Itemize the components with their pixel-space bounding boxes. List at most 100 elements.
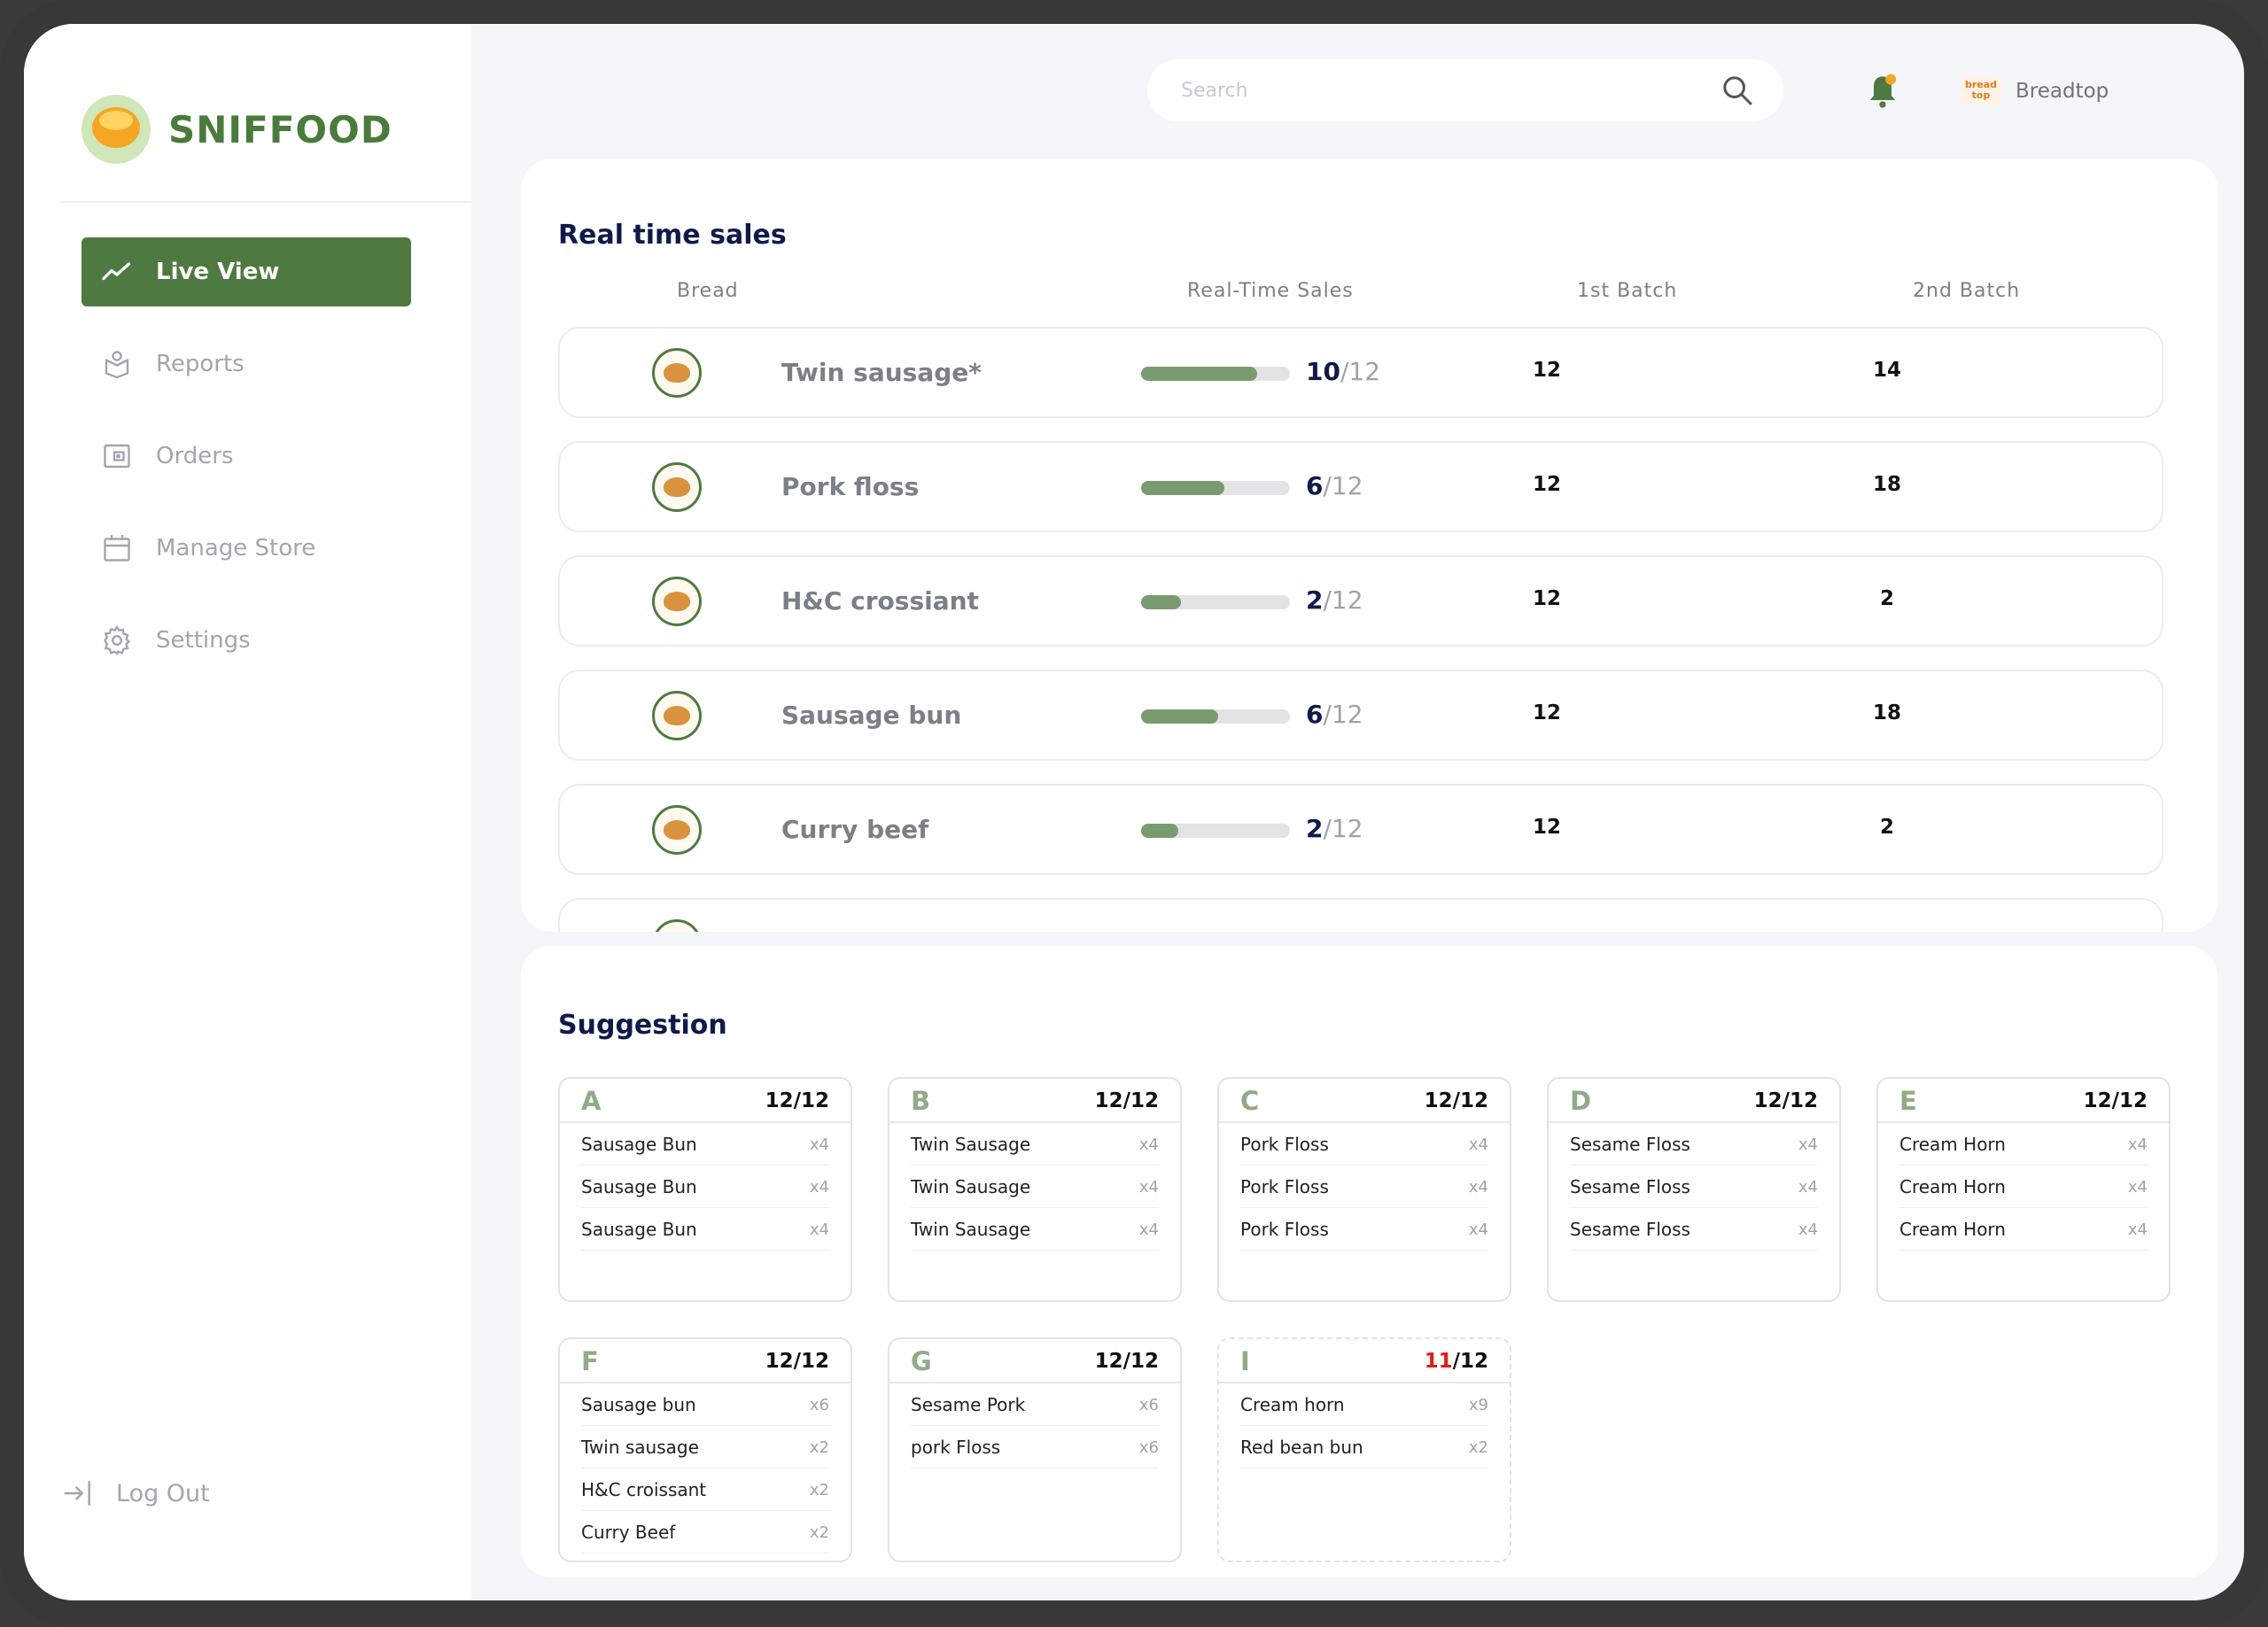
batch2-value: 18 — [1872, 473, 1901, 496]
column-header-bread: Bread — [677, 280, 739, 302]
count-den: /12 — [2111, 1089, 2148, 1112]
batch2-value: 2 — [1879, 587, 1894, 610]
suggestion-box-letter: D — [1570, 1086, 1592, 1116]
table-row[interactable]: Pork floss 6/12 12 18 — [558, 441, 2163, 532]
item-qty: x4 — [809, 1135, 829, 1154]
sales-sold: 10 — [1306, 357, 1340, 386]
item-name: Sausage Bun — [581, 1134, 697, 1155]
suggestion-box[interactable]: G 12/12 Sesame Pork x6 pork Floss x6 — [888, 1337, 1182, 1562]
item-qty: x4 — [1798, 1220, 1818, 1239]
table-row[interactable]: H&C crossiant 2/12 12 2 — [558, 555, 2163, 647]
search-input[interactable] — [1179, 78, 1705, 103]
suggestion-box-letter: F — [581, 1346, 599, 1376]
suggestion-box[interactable]: F 12/12 Sausage bun x6 Twin sausage x2 H&C… — [558, 1337, 852, 1562]
suggestion-box-letter: C — [1240, 1086, 1260, 1116]
sidebar-item-label: Reports — [156, 351, 245, 377]
sidebar-item-orders[interactable]: Orders — [82, 422, 411, 491]
suggestion-box[interactable]: A 12/12 Sausage Bun x4 Sausage Bun x4 Saus… — [558, 1077, 852, 1302]
list-item: Twin Sausage x4 — [911, 1123, 1159, 1166]
realtime-sales-card: Real time sales Bread Real-Time Sales 1s… — [521, 159, 2218, 932]
list-item: Red bean bun x2 — [1240, 1426, 1488, 1468]
store-profile[interactable]: bread top Breadtop — [1961, 77, 2109, 105]
suggestion-box-header: G 12/12 — [889, 1339, 1180, 1383]
count-num: 12 — [2083, 1089, 2112, 1112]
suggestion-card: Suggestion A 12/12 Sausage Bun x4 Sausage… — [521, 946, 2218, 1577]
item-name: Sausage bun — [581, 1394, 696, 1415]
logo[interactable]: SNIFFOOD — [82, 95, 392, 164]
count-num: 11 — [1424, 1350, 1453, 1373]
search-bar[interactable] — [1147, 59, 1783, 121]
suggestion-box[interactable]: E 12/12 Cream Horn x4 Cream Horn x4 Cream … — [1876, 1077, 2171, 1302]
list-item: Sausage Bun x4 — [581, 1123, 829, 1166]
suggestion-box[interactable]: C 12/12 Pork Floss x4 Pork Floss x4 Pork F… — [1217, 1077, 1511, 1302]
suggestion-box-header: I 11/12 — [1219, 1339, 1510, 1383]
item-qty: x2 — [809, 1523, 829, 1542]
column-header-batch2: 2nd Batch — [1913, 280, 2021, 302]
suggestion-box-count: 12/12 — [765, 1350, 829, 1373]
table-row[interactable]: Twin sausage* 10/12 12 14 — [558, 327, 2163, 418]
sidebar-item-live-view[interactable]: Live View — [82, 237, 411, 306]
sidebar-item-manage-store[interactable]: Manage Store — [82, 514, 411, 583]
sidebar-item-settings[interactable]: Settings — [82, 606, 411, 675]
list-item: Twin Sausage x4 — [911, 1208, 1159, 1251]
logout-button[interactable]: Log Out — [61, 1476, 210, 1510]
column-header-realtime: Real-Time Sales — [1187, 280, 1354, 302]
suggestion-box[interactable]: D 12/12 Sesame Floss x4 Sesame Floss x4 Se… — [1547, 1077, 1841, 1302]
table-row-partial[interactable] — [558, 898, 2163, 932]
item-name: Twin Sausage — [911, 1134, 1031, 1155]
sales-value: 10/12 — [1306, 357, 1380, 386]
item-qty: x4 — [2127, 1135, 2148, 1154]
logout-icon — [64, 1481, 90, 1506]
item-qty: x4 — [1138, 1135, 1159, 1154]
bread-name: Sausage bun — [781, 701, 962, 730]
section-title: Suggestion — [558, 1010, 727, 1041]
table-row[interactable]: Sausage bun 6/12 12 18 — [558, 670, 2163, 761]
bread-name: Pork floss — [781, 472, 920, 501]
count-den: /12 — [1122, 1350, 1159, 1373]
list-item: Twin sausage x2 — [581, 1426, 829, 1468]
sidebar-item-reports[interactable]: Reports — [82, 329, 411, 399]
logout-label: Log Out — [116, 1479, 210, 1507]
list-item: Sesame Floss x4 — [1570, 1208, 1818, 1251]
app-name: SNIFFOOD — [168, 107, 392, 151]
table-row[interactable]: Curry beef 2/12 12 2 — [558, 784, 2163, 875]
item-qty: x6 — [1138, 1396, 1159, 1414]
count-num: 12 — [765, 1350, 794, 1373]
count-den: /12 — [793, 1350, 829, 1373]
sales-sold: 2 — [1306, 585, 1324, 615]
wallet-icon — [99, 438, 135, 474]
sales-value: 2/12 — [1306, 585, 1363, 615]
suggestion-box-count: 12/12 — [2084, 1089, 2148, 1112]
sales-total: /12 — [1323, 471, 1363, 500]
sidebar-nav: Live View Reports Orders Manage Store — [82, 237, 411, 698]
item-qty: x4 — [1798, 1178, 1818, 1197]
suggestion-box-alert[interactable]: I 11/12 Cream horn x9 Red bean bun x2 — [1217, 1337, 1511, 1562]
list-item: Cream Horn x4 — [1899, 1123, 2148, 1166]
sales-sold: 2 — [1306, 814, 1324, 843]
suggestion-box-count: 12/12 — [1095, 1350, 1159, 1373]
progress-fill — [1141, 824, 1178, 838]
bread-thumbnail — [652, 691, 702, 740]
trend-line-icon — [99, 254, 135, 290]
suggestion-box-header: A 12/12 — [560, 1079, 850, 1123]
item-name: Pork Floss — [1240, 1134, 1329, 1155]
calendar-icon — [99, 531, 135, 566]
sales-sold: 6 — [1306, 471, 1324, 500]
count-num: 12 — [1094, 1089, 1123, 1112]
search-icon[interactable] — [1720, 73, 1755, 108]
count-num: 12 — [1424, 1089, 1453, 1112]
bread-thumbnail — [652, 462, 702, 512]
count-den: /12 — [793, 1089, 829, 1112]
sidebar-item-label: Manage Store — [156, 535, 316, 562]
app-screen: SNIFFOOD Live View Reports Orders — [24, 24, 2244, 1600]
suggestion-box-header: F 12/12 — [560, 1339, 850, 1383]
list-item: Sausage bun x6 — [581, 1383, 829, 1426]
list-item: Cream Horn x4 — [1899, 1166, 2148, 1208]
sales-progress-bar — [1141, 824, 1290, 838]
suggestion-box-header: D 12/12 — [1549, 1079, 1839, 1123]
suggestion-box-letter: E — [1899, 1086, 1917, 1116]
sales-total: /12 — [1323, 814, 1363, 843]
suggestion-box[interactable]: B 12/12 Twin Sausage x4 Twin Sausage x4 Tw… — [888, 1077, 1182, 1302]
bell-icon[interactable] — [1865, 72, 1900, 111]
count-num: 12 — [1094, 1350, 1123, 1373]
